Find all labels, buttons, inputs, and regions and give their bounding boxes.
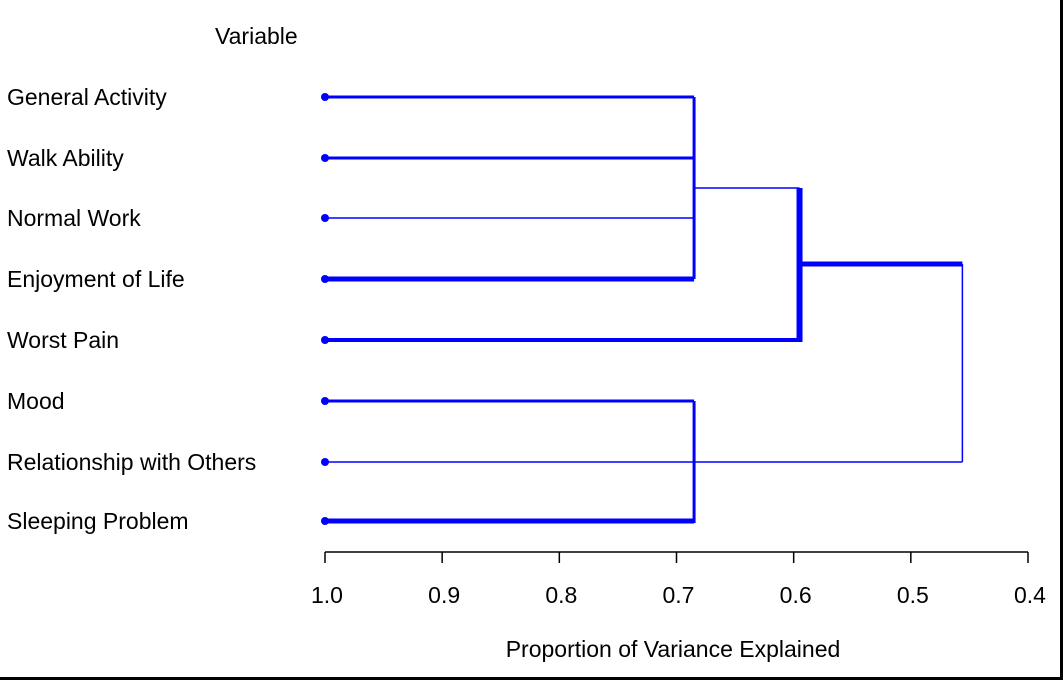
variable-label: General Activity: [7, 84, 167, 110]
variable-label: Enjoyment of Life: [7, 266, 185, 292]
x-tick-label: 0.4: [1014, 582, 1046, 608]
x-tick-label: 1.0: [311, 582, 343, 608]
leaf-node: [321, 214, 329, 222]
variable-label: Sleeping Problem: [7, 508, 189, 534]
x-tick-label: 0.8: [545, 582, 577, 608]
variable-label: Relationship with Others: [7, 449, 256, 475]
variable-label: Mood: [7, 388, 65, 414]
leaf-node: [321, 275, 329, 283]
variable-label: Normal Work: [7, 205, 141, 231]
leaf-node: [321, 458, 329, 466]
variable-label: Worst Pain: [7, 327, 119, 353]
leaf-node: [321, 397, 329, 405]
x-axis-label: Proportion of Variance Explained: [506, 636, 841, 662]
x-tick-label: 0.9: [428, 582, 460, 608]
leaf-node: [321, 336, 329, 344]
x-tick-label: 0.6: [780, 582, 812, 608]
x-tick-label: 0.7: [663, 582, 695, 608]
leaf-node: [321, 93, 329, 101]
leaf-node: [321, 517, 329, 525]
leaf-node: [321, 154, 329, 162]
variable-label: Walk Ability: [7, 145, 124, 171]
x-tick-label: 0.5: [897, 582, 929, 608]
variable-header: Variable: [215, 23, 298, 49]
